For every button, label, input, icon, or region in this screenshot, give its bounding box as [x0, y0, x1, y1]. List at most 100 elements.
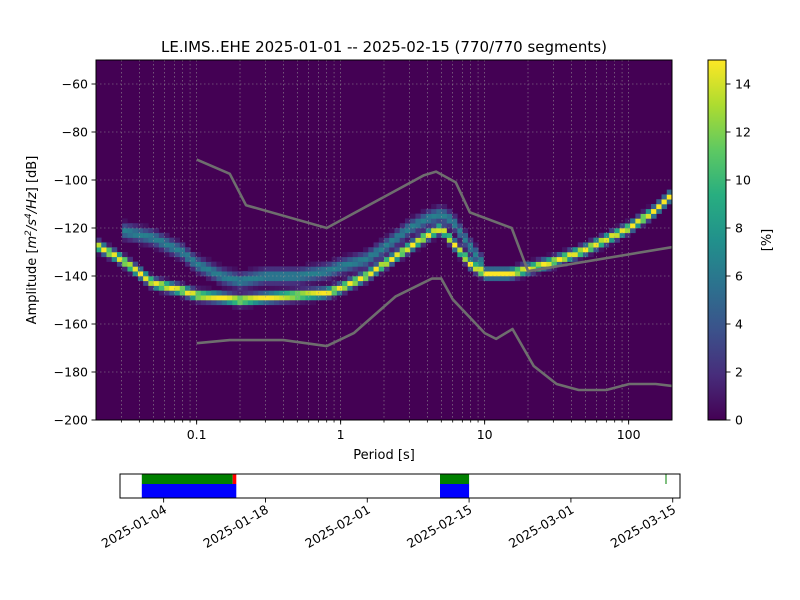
density-cell-636 [588, 242, 594, 248]
density-cell-646 [603, 237, 610, 243]
density-cell-254 [274, 285, 280, 291]
density-cell-527 [452, 218, 458, 224]
density-cell-381 [352, 256, 359, 262]
density-cell-496 [431, 208, 437, 214]
density-cell-101 [174, 252, 181, 258]
density-cell-267 [284, 300, 291, 306]
density-cell-501 [436, 218, 442, 224]
density-cell-126 [190, 256, 196, 262]
y-tick-label-0: −60 [62, 77, 88, 92]
density-cell-88 [164, 237, 170, 243]
density-cell-426 [384, 237, 390, 243]
y-axis-label: Amplitude [m2/s4/Hz] [dB] [24, 156, 40, 325]
density-cell-350 [336, 290, 343, 296]
density-cell-209 [242, 271, 249, 277]
density-cell-358 [342, 290, 348, 296]
density-cell-404 [368, 247, 374, 253]
timeline-tick-label-4: 2025-03-01 [506, 502, 576, 551]
density-cell-251 [274, 300, 280, 306]
density-cell-580 [504, 266, 510, 272]
density-cell-208 [242, 276, 249, 282]
density-cell-630 [577, 242, 584, 248]
density-cell-503 [436, 208, 442, 214]
density-cell-464 [410, 223, 416, 229]
density-cell-39 [132, 228, 139, 234]
density-cell-318 [315, 290, 322, 296]
density-cell-284 [294, 295, 301, 301]
density-cell-461 [410, 237, 416, 243]
density-cell-325 [321, 295, 327, 301]
density-cell-442 [394, 228, 401, 234]
density-cell-435 [389, 228, 395, 234]
density-cell-117 [185, 256, 191, 262]
density-cell-438 [394, 247, 401, 253]
y-axis: −60 −80 −100 −120 −140 −160 −180 −200 [54, 77, 96, 428]
density-cell-344 [331, 280, 338, 286]
density-cell-200 [237, 276, 243, 282]
density-cell-511 [441, 208, 448, 214]
density-cell-485 [425, 228, 432, 234]
density-cell-27 [127, 266, 133, 272]
density-cell-607 [546, 261, 552, 267]
density-cell-561 [478, 271, 484, 277]
density-cell-392 [363, 271, 369, 277]
density-cell-589 [520, 271, 526, 277]
density-cell-533 [457, 237, 463, 243]
density-cell-229 [258, 290, 264, 296]
density-cell-675 [645, 208, 652, 214]
density-cell-483 [425, 237, 432, 243]
density-cell-81 [164, 290, 170, 296]
y-axis-unit-1: 2 [24, 230, 34, 236]
density-cell-316 [310, 261, 317, 267]
density-cell-2 [96, 242, 102, 248]
density-cell-266 [279, 266, 285, 272]
density-cell-31 [127, 232, 133, 238]
density-cell-490 [431, 237, 437, 243]
y-axis-unit-0: m [25, 236, 40, 249]
density-cell-372 [347, 261, 353, 267]
density-cell-581 [509, 276, 516, 282]
density-cell-271 [284, 280, 291, 286]
density-cell-147 [205, 290, 212, 296]
colorbar: 0 2 4 6 8 10 12 14 [%] [707, 59, 775, 428]
density-cell-149 [205, 276, 212, 282]
density-cell-626 [572, 247, 579, 253]
density-cell-28 [127, 261, 133, 267]
density-cell-1 [96, 247, 102, 253]
density-cell-366 [342, 252, 348, 258]
density-cell-529 [457, 256, 463, 262]
density-cell-430 [389, 252, 395, 258]
density-cell-414 [378, 261, 385, 267]
density-cell-19 [122, 256, 128, 262]
density-cell-296 [300, 276, 306, 282]
density-cell-588 [520, 276, 526, 282]
density-cell-53 [143, 237, 149, 243]
density-cell-446 [399, 242, 406, 248]
density-cell-330 [321, 271, 327, 277]
density-cell-238 [263, 285, 270, 291]
density-cell-331 [321, 266, 327, 272]
density-cell-337 [326, 276, 332, 282]
density-cell-553 [473, 271, 479, 277]
x-tick-label-1: 1 [337, 427, 345, 442]
density-cell-570 [488, 271, 495, 277]
density-cell-519 [446, 213, 453, 219]
y-tick-label-1: −80 [62, 125, 88, 140]
density-cell-10 [106, 242, 113, 248]
density-cell-592 [525, 271, 531, 277]
density-cell-673 [645, 218, 652, 224]
density-cell-604 [541, 261, 547, 267]
density-cell-493 [431, 223, 437, 229]
density-cell-459 [410, 247, 416, 253]
density-cell-568 [483, 266, 490, 272]
density-cell-105 [179, 295, 186, 301]
density-cell-388 [357, 256, 364, 262]
density-cell-178 [226, 295, 233, 301]
timeline-tick-label-5: 2025-03-15 [608, 502, 678, 551]
density-cell-411 [373, 242, 380, 248]
x-tick-label-2: 10 [477, 427, 493, 442]
density-cell-295 [300, 280, 306, 286]
density-cell-500 [436, 223, 442, 229]
colorbar-tick-label-1: 2 [735, 365, 743, 380]
density-cell-522 [452, 242, 458, 248]
